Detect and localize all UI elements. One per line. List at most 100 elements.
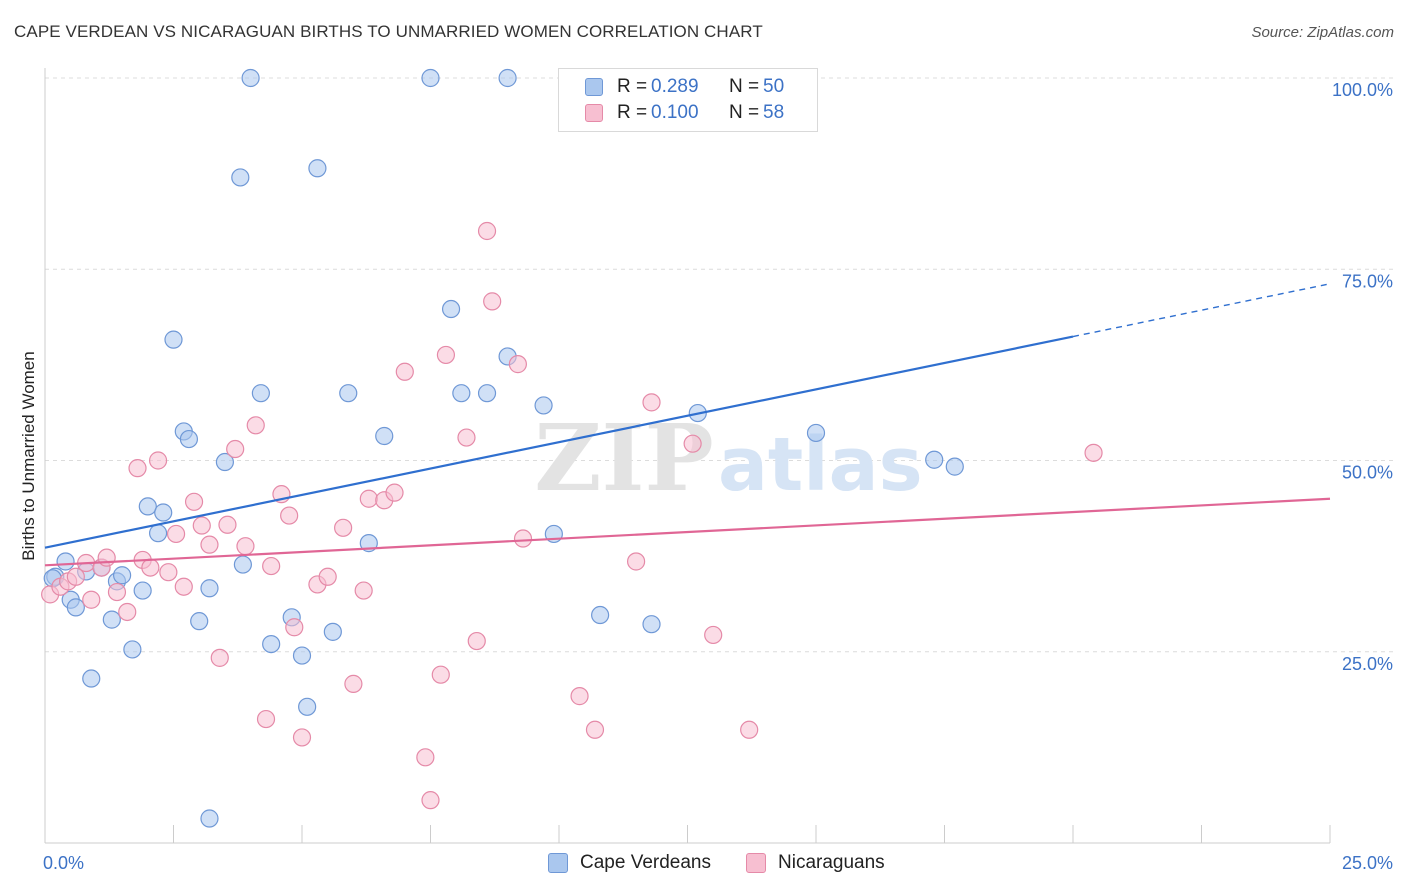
point-nicaraguans [66, 567, 85, 586]
point-nicaraguans [513, 529, 533, 548]
point-cape-verdeans [200, 809, 219, 828]
point-nicaraguans [128, 459, 147, 478]
point-nicaraguans [508, 355, 527, 374]
legend-row-nicaraguans: R = 0.100 N = 58 [585, 100, 784, 126]
point-nicaraguans [97, 548, 116, 567]
y-tick-label: 25.0% [1342, 654, 1393, 674]
legend-row-cape-verdeans: R = 0.289 N = 50 [585, 74, 784, 100]
point-cape-verdeans [323, 622, 342, 641]
r-value: 0.100 [651, 102, 699, 123]
legend-swatch-nicaraguans [585, 104, 603, 122]
legend-swatch-cape-verdeans [548, 853, 568, 873]
point-nicaraguans [642, 393, 661, 412]
point-nicaraguans [457, 428, 476, 447]
r-label: R = [617, 102, 648, 123]
tick-labels: 25.0% 50.0% 75.0% 100.0% 0.0% 25.0% [43, 80, 1393, 873]
point-cape-verdeans [498, 68, 517, 88]
point-nicaraguans [385, 483, 404, 502]
point-nicaraguans [431, 665, 450, 684]
point-cape-verdeans [642, 615, 661, 634]
point-cape-verdeans [925, 450, 944, 469]
point-cape-verdeans [148, 524, 168, 543]
n-value: 50 [763, 76, 785, 97]
point-cape-verdeans [133, 581, 152, 600]
point-nicaraguans [210, 648, 229, 667]
point-cape-verdeans [123, 640, 142, 659]
point-nicaraguans [262, 556, 281, 576]
point-cape-verdeans [534, 396, 553, 415]
x-tick-label: 25.0% [1342, 853, 1393, 873]
point-cape-verdeans [82, 669, 101, 688]
point-cape-verdeans [308, 159, 327, 178]
watermark-zip: ZIP [534, 404, 713, 512]
point-nicaraguans [334, 518, 353, 537]
point-cape-verdeans [215, 452, 234, 472]
point-cape-verdeans [251, 384, 270, 403]
legend-label-nicaraguans: Nicaraguans [778, 852, 885, 873]
point-cape-verdeans [233, 555, 252, 574]
point-cape-verdeans [56, 552, 75, 571]
point-nicaraguans [256, 709, 276, 729]
point-cape-verdeans [298, 697, 317, 716]
point-nicaraguans [344, 674, 363, 693]
trend-line-nicaraguans [44, 497, 1331, 567]
point-nicaraguans [226, 439, 245, 459]
point-cape-verdeans [190, 612, 209, 631]
point-cape-verdeans [806, 423, 826, 443]
point-nicaraguans [740, 720, 759, 739]
watermark: ZIP atlas [534, 404, 922, 512]
trend-extension-cape-verdeans [1072, 283, 1331, 338]
n-label: N = [729, 76, 760, 97]
point-nicaraguans [477, 221, 497, 241]
point-cape-verdeans [452, 384, 471, 403]
y-tick-label: 75.0% [1342, 271, 1393, 291]
point-cape-verdeans [200, 579, 219, 598]
point-cape-verdeans [421, 68, 440, 88]
legend-item-nicaraguans[interactable]: Nicaraguans [746, 852, 885, 874]
point-nicaraguans [82, 590, 101, 609]
point-nicaraguans [159, 563, 178, 582]
stats-legend: R = 0.289 N = 50 R = 0.100 N = 58 [558, 68, 818, 132]
point-cape-verdeans [66, 598, 85, 617]
trend-lines [44, 283, 1331, 567]
data-points [41, 68, 1103, 828]
point-cape-verdeans [477, 384, 497, 403]
point-nicaraguans [683, 434, 702, 453]
source-credit: Source: ZipAtlas.com [1251, 24, 1394, 41]
point-cape-verdeans [262, 634, 281, 654]
r-label: R = [617, 76, 648, 97]
point-nicaraguans [585, 720, 605, 739]
point-cape-verdeans [138, 497, 157, 516]
point-nicaraguans [483, 292, 502, 311]
point-cape-verdeans [591, 605, 610, 625]
point-nicaraguans [421, 791, 440, 810]
point-nicaraguans [200, 535, 219, 554]
legend-label-cape-verdeans: Cape Verdeans [580, 852, 711, 873]
point-nicaraguans [354, 581, 373, 600]
point-cape-verdeans [179, 429, 199, 449]
point-nicaraguans [174, 577, 193, 596]
point-nicaraguans [184, 492, 204, 511]
point-nicaraguans [292, 728, 312, 747]
point-nicaraguans [280, 506, 299, 525]
x-tick-label: 0.0% [43, 853, 84, 873]
point-cape-verdeans [112, 566, 132, 585]
point-cape-verdeans [154, 503, 173, 522]
point-nicaraguans [416, 748, 435, 767]
point-nicaraguans [436, 345, 456, 365]
point-cape-verdeans [292, 646, 312, 665]
point-nicaraguans [236, 537, 255, 556]
n-label: N = [729, 102, 760, 123]
point-cape-verdeans [241, 68, 260, 88]
axes [44, 68, 1331, 844]
point-nicaraguans [166, 524, 186, 544]
legend-item-cape-verdeans[interactable]: Cape Verdeans [548, 852, 711, 874]
point-nicaraguans [148, 451, 168, 470]
point-nicaraguans [467, 631, 486, 651]
legend-swatch-cape-verdeans [585, 78, 603, 96]
point-nicaraguans [318, 567, 337, 586]
point-nicaraguans [359, 489, 378, 508]
point-nicaraguans [218, 515, 237, 534]
point-cape-verdeans [102, 610, 121, 629]
